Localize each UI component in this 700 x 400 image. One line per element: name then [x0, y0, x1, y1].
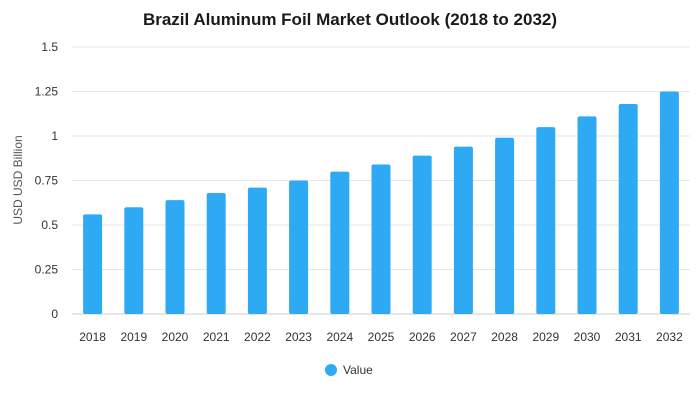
bar-2021[interactable]	[206, 192, 226, 314]
x-tick-label: 2023	[285, 330, 312, 344]
x-tick-label: 2031	[615, 330, 642, 344]
x-tick-label: 2021	[203, 330, 230, 344]
x-tick-label: 2032	[656, 330, 683, 344]
x-axis-ticks: 2018 2019 2020 2021 2022 2023 2024 2025 2026 2027…	[79, 330, 683, 344]
legend[interactable]: Value	[325, 363, 373, 377]
y-tick-label: 1.25	[35, 85, 59, 99]
bar-2024[interactable]	[330, 171, 350, 314]
y-tick-label: 0.75	[35, 174, 59, 188]
y-tick-label: 0	[51, 307, 58, 321]
bar-2032[interactable]	[659, 91, 679, 315]
x-tick-label: 2027	[450, 330, 477, 344]
bar-2026[interactable]	[412, 155, 432, 314]
bar-2028[interactable]	[495, 137, 515, 314]
x-tick-label: 2018	[79, 330, 106, 344]
y-axis-ticks: 0 0.25 0.5 0.75 1 1.25 1.5	[35, 40, 59, 321]
legend-label-value[interactable]: Value	[343, 363, 373, 377]
x-tick-label: 2026	[409, 330, 436, 344]
bar-2030[interactable]	[577, 116, 597, 314]
x-tick-label: 2022	[244, 330, 271, 344]
bar-2029[interactable]	[536, 127, 556, 314]
y-tick-label: 0.25	[35, 263, 59, 277]
y-axis-label: USD USD Billion	[11, 135, 25, 224]
bar-2023[interactable]	[289, 180, 309, 315]
y-tick-label: 0.5	[41, 218, 58, 232]
bar-2025[interactable]	[371, 164, 391, 314]
y-tick-label: 1.5	[41, 40, 58, 54]
bar-2031[interactable]	[618, 103, 638, 315]
bars	[83, 91, 679, 315]
x-tick-label: 2020	[162, 330, 189, 344]
y-tick-label: 1	[51, 129, 58, 143]
bar-2020[interactable]	[165, 200, 185, 314]
x-tick-label: 2019	[120, 330, 147, 344]
bar-2018[interactable]	[83, 214, 103, 314]
legend-swatch-value[interactable]	[325, 364, 337, 376]
chart-title: Brazil Aluminum Foil Market Outlook (201…	[143, 10, 557, 29]
bar-2027[interactable]	[453, 146, 473, 314]
x-tick-label: 2030	[574, 330, 601, 344]
x-tick-label: 2028	[491, 330, 518, 344]
x-tick-label: 2029	[532, 330, 559, 344]
bar-2019[interactable]	[124, 207, 144, 314]
x-tick-label: 2024	[326, 330, 353, 344]
bar-2022[interactable]	[247, 187, 267, 314]
x-tick-label: 2025	[368, 330, 395, 344]
